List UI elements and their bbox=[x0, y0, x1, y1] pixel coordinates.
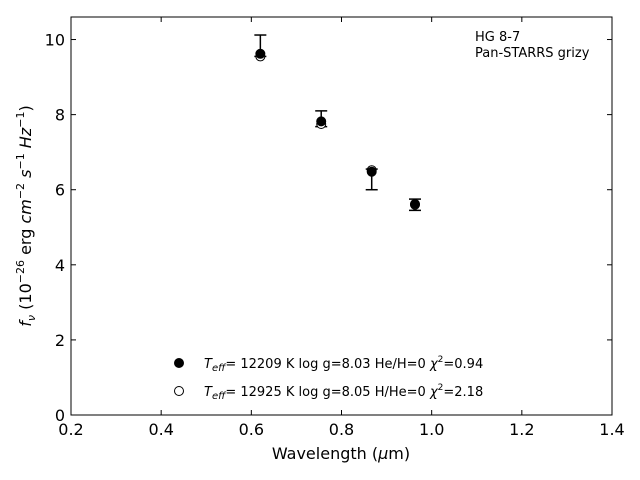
filled-circle-point bbox=[409, 198, 420, 209]
legend-marker-open bbox=[174, 386, 184, 396]
x-tick-label: 0.2 bbox=[58, 420, 83, 439]
y-axis-label: fν (10−26 erg cm−2 s−1 Hz−1) bbox=[14, 105, 38, 326]
data-points bbox=[255, 48, 420, 210]
legend-entry-2: Teff= 12925 K log g=8.05 H/He=0 χ2=2.18 bbox=[204, 383, 483, 402]
x-tick-label: 0.4 bbox=[148, 420, 173, 439]
y-tick-label: 6 bbox=[55, 181, 65, 200]
y-tick-label: 2 bbox=[55, 331, 65, 350]
x-axis-label: Wavelength (μm) bbox=[272, 444, 410, 463]
axis-ticks: 0.2 0.4 0.6 0.8 1.0 1.2 1.4 0 2 4 6 8 10 bbox=[45, 17, 625, 439]
filled-circle-point bbox=[316, 116, 327, 127]
legend-entry-1: Teff= 12209 K log g=8.03 He/H=0 χ2=0.94 bbox=[204, 355, 483, 374]
x-tick-label: 1.2 bbox=[509, 420, 534, 439]
x-tick-label: 0.8 bbox=[329, 420, 354, 439]
object-name-annotation: HG 8-7 bbox=[475, 30, 520, 45]
filled-circle-point bbox=[366, 166, 377, 177]
x-tick-label: 0.6 bbox=[239, 420, 264, 439]
y-tick-label: 8 bbox=[55, 106, 65, 125]
filled-circle-point bbox=[255, 48, 266, 59]
x-tick-label: 1.4 bbox=[599, 420, 624, 439]
y-tick-label: 0 bbox=[55, 406, 65, 425]
legend-marker-filled bbox=[174, 358, 184, 368]
y-tick-label: 4 bbox=[55, 256, 65, 275]
survey-annotation: Pan-STARRS grizy bbox=[475, 46, 590, 61]
legend: Teff= 12209 K log g=8.03 He/H=0 χ2=0.94 … bbox=[174, 355, 483, 402]
x-tick-label: 1.0 bbox=[419, 420, 444, 439]
y-tick-label: 10 bbox=[45, 31, 65, 50]
plot-area bbox=[70, 16, 613, 416]
